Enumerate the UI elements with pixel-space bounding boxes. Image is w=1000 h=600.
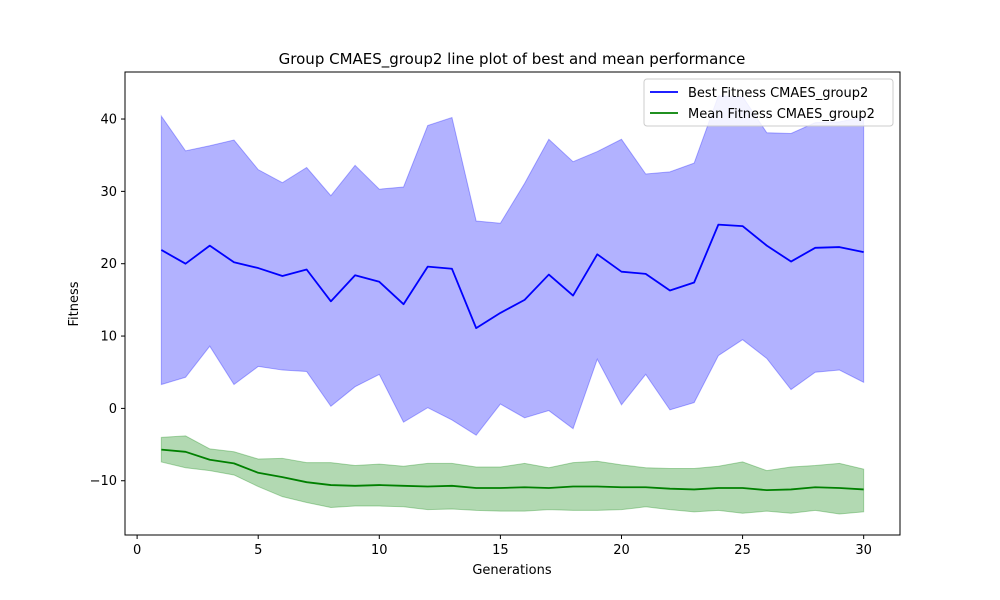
y-tick-label: 10 (100, 330, 117, 345)
x-axis-label: Generations (472, 563, 552, 578)
x-tick-label: 25 (734, 543, 751, 558)
x-tick-label: 15 (492, 543, 509, 558)
legend-label-best: Best Fitness CMAES_group2 (688, 86, 868, 101)
y-tick-label: −10 (90, 474, 117, 489)
chart-title: Group CMAES_group2 line plot of best and… (279, 50, 746, 69)
x-tick-label: 30 (855, 543, 872, 558)
band-mean (160, 435, 865, 515)
legend: Best Fitness CMAES_group2 Mean Fitness C… (643, 78, 894, 127)
band-best (160, 95, 865, 436)
y-tick-label: 20 (100, 257, 117, 272)
x-tick-label: 10 (371, 543, 388, 558)
y-tick-label: 40 (100, 113, 117, 128)
y-axis-label: Fitness (67, 281, 82, 326)
y-tick-label: 0 (109, 402, 117, 417)
series-line-best (160, 223, 864, 330)
plot-frame (124, 71, 901, 536)
series-line-mean (161, 448, 864, 492)
x-tick-label: 20 (613, 543, 630, 558)
legend-box (643, 78, 894, 127)
y-tick-label: 30 (100, 185, 117, 200)
legend-label-mean: Mean Fitness CMAES_group2 (688, 107, 875, 122)
x-tick-label: 0 (133, 543, 141, 558)
x-tick-label: 5 (254, 543, 262, 558)
